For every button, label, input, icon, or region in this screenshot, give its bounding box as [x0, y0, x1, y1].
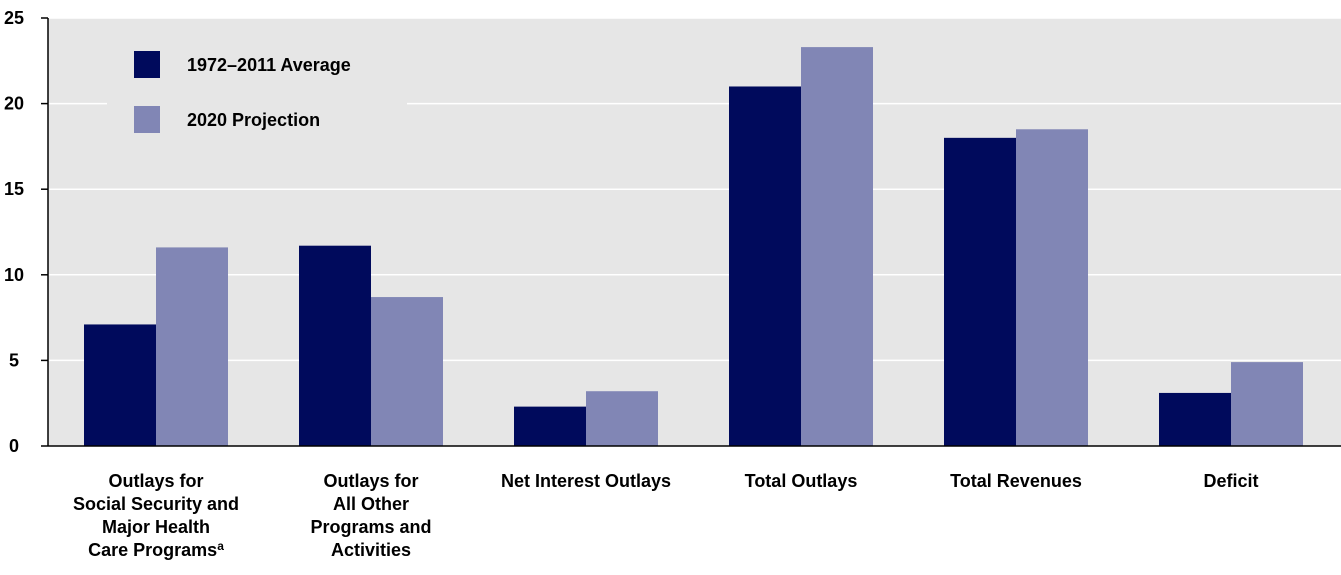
- legend-label-series-2: 2020 Projection: [187, 110, 320, 130]
- legend-swatch-series-2: [134, 106, 160, 133]
- bar-series-1-cat-3: [514, 406, 586, 446]
- category-label-text: Care Programs: [88, 540, 218, 560]
- category-label-text: Major Health: [101, 517, 211, 537]
- bar-series-2-cat-1: [156, 247, 228, 446]
- category-label-text: Net Interest Outlays: [500, 471, 672, 491]
- category-label-line: Net Interest Outlays: [486, 470, 686, 493]
- category-label-line: Deficit: [1131, 470, 1331, 493]
- x-category-label-1: Outlays for Social Security and Major Heal…: [56, 470, 256, 562]
- legend-swatch-series-1: [134, 51, 160, 78]
- category-label-line: Outlays for: [56, 470, 256, 493]
- category-label-text: Outlays for: [108, 471, 204, 491]
- category-label-text: Social Security and: [72, 494, 240, 514]
- category-label-text: All Other: [332, 494, 409, 514]
- bar-series-1-cat-5: [944, 137, 1016, 446]
- y-tick-label: 20: [4, 94, 24, 114]
- category-label-line: Social Security and: [56, 493, 256, 516]
- y-tick-label: 10: [4, 265, 24, 285]
- bar-series-2-cat-6: [1231, 362, 1303, 446]
- category-label-text: Deficit: [1203, 471, 1259, 491]
- bar-series-2-cat-5: [1016, 129, 1088, 446]
- bar-series-2-cat-4: [801, 47, 873, 446]
- x-category-label-6: Deficit: [1131, 470, 1331, 493]
- y-tick-label: 15: [4, 179, 24, 199]
- category-label-text: Programs and: [310, 517, 432, 537]
- bar-series-1-cat-1: [84, 324, 156, 446]
- footnote-marker: a: [217, 539, 224, 553]
- y-tick-label: 25: [4, 8, 24, 28]
- category-label-text: Activities: [330, 540, 412, 560]
- bar-series-2-cat-2: [371, 297, 443, 446]
- y-axis-ticks: 0 5 10 15 20 25: [4, 8, 48, 456]
- legend: 1972–2011 Average 2020 Projection: [107, 30, 407, 148]
- category-label-line: Major Health: [56, 516, 256, 539]
- category-label-line: Care Programsa: [56, 539, 256, 562]
- x-category-label-4: Total Outlays: [701, 470, 901, 493]
- legend-label-series-1: 1972–2011 Average: [187, 55, 351, 75]
- category-label-text: Total Outlays: [744, 471, 858, 491]
- bar-series-2-cat-3: [586, 391, 658, 446]
- bar-series-1-cat-2: [299, 245, 371, 446]
- y-tick-label: 5: [9, 350, 19, 370]
- bars: [84, 47, 1303, 446]
- category-label-line: All Other: [271, 493, 471, 516]
- y-tick-label: 0: [9, 436, 19, 456]
- category-label-line: Outlays for: [271, 470, 471, 493]
- x-category-label-5: Total Revenues: [916, 470, 1116, 493]
- category-label-text: Total Revenues: [950, 471, 1082, 491]
- bar-series-1-cat-4: [729, 86, 801, 446]
- x-category-label-3: Net Interest Outlays: [486, 470, 686, 493]
- bar-series-1-cat-6: [1159, 392, 1231, 446]
- category-label-text: Outlays for: [323, 471, 419, 491]
- category-label-line: Total Revenues: [916, 470, 1116, 493]
- category-label-line: Activities: [271, 539, 471, 562]
- x-category-label-2: Outlays for All Other Programs and Activiti…: [271, 470, 471, 562]
- category-label-line: Programs and: [271, 516, 471, 539]
- category-label-line: Total Outlays: [701, 470, 901, 493]
